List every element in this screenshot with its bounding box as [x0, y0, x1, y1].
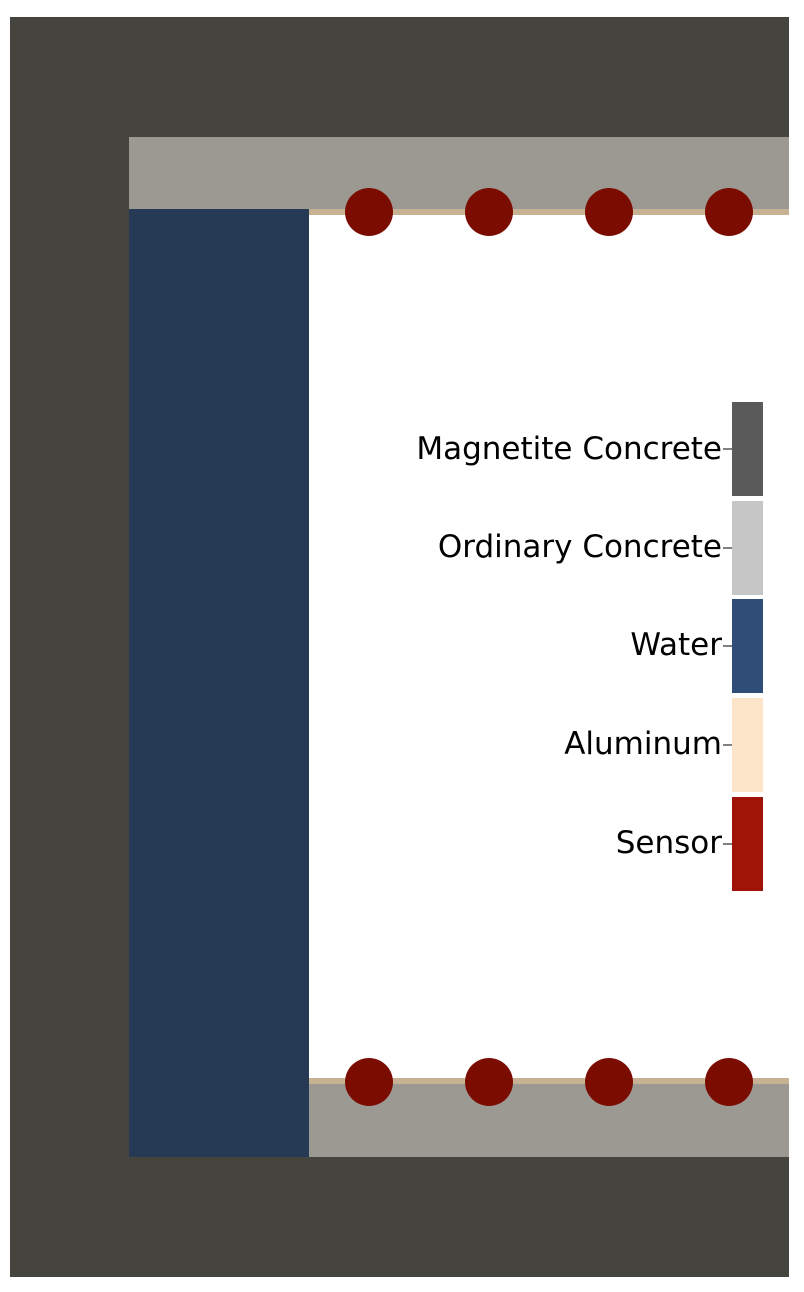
- legend-label-water: Water: [630, 627, 722, 663]
- sensor-bottom-4: [705, 1058, 753, 1106]
- material-legend: Magnetite Concrete Ordinary Concrete Wat…: [416, 402, 763, 891]
- aluminum-liner-top: [309, 209, 789, 215]
- legend-swatch-water: [732, 599, 763, 693]
- sensor-top-1: [345, 188, 393, 236]
- legend-label-aluminum: Aluminum: [564, 726, 722, 762]
- sensor-bottom-1: [345, 1058, 393, 1106]
- sensor-top-3: [585, 188, 633, 236]
- legend-label-ordinary-concrete: Ordinary Concrete: [438, 529, 722, 565]
- legend-label-sensor: Sensor: [616, 825, 723, 861]
- sensor-group: [345, 188, 753, 1106]
- sensor-top-2: [465, 188, 513, 236]
- legend-label-magnetite-concrete: Magnetite Concrete: [416, 431, 722, 467]
- sensor-bottom-2: [465, 1058, 513, 1106]
- legend-swatch-magnetite-concrete: [732, 402, 763, 496]
- sensor-top-4: [705, 188, 753, 236]
- legend-swatch-sensor: [732, 797, 763, 891]
- water-tank: [129, 209, 309, 1157]
- legend-swatch-ordinary-concrete: [732, 501, 763, 595]
- cavity: [309, 209, 789, 1082]
- sensor-bottom-3: [585, 1058, 633, 1106]
- legend-swatch-aluminum: [732, 698, 763, 792]
- aluminum-liner-bottom: [309, 1078, 789, 1084]
